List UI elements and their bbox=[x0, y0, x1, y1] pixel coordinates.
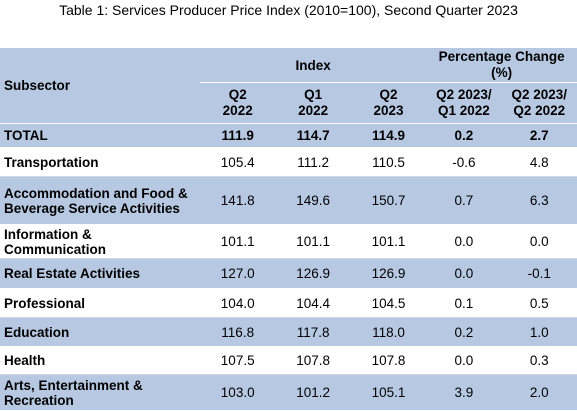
row-label: Professional bbox=[0, 288, 200, 318]
header-percentage-change: Percentage Change (%) bbox=[426, 48, 577, 83]
row-label: Transportation bbox=[0, 147, 200, 177]
table-row: TOTAL 111.9 114.7 114.9 0.2 2.7 bbox=[0, 123, 577, 148]
cell: 0.2 bbox=[426, 317, 502, 347]
cell: 105.4 bbox=[200, 147, 276, 177]
header-col-change-q2: Q2 2023/Q2 2022 bbox=[501, 82, 577, 124]
header-row-2: Q2 2022 Q1 2022 Q2 2023 Q2 2023/Q1 2022 Q2 … bbox=[0, 82, 577, 124]
table-row: Health 107.5 107.8 107.8 0.0 0.3 bbox=[0, 346, 577, 375]
cell: 150.7 bbox=[350, 176, 427, 225]
cell: 101.1 bbox=[275, 224, 351, 259]
cell: 0.0 bbox=[426, 224, 502, 259]
table-row: Education 116.8 117.8 118.0 0.2 1.0 bbox=[0, 317, 577, 347]
table-row: Information & Communication 101.1 101.1 … bbox=[0, 224, 577, 259]
cell: 2.0 bbox=[501, 374, 577, 411]
cell: 107.8 bbox=[350, 346, 427, 375]
cell: 2.7 bbox=[501, 123, 577, 148]
table-caption: Table 1: Services Producer Price Index (… bbox=[59, 2, 518, 18]
header-col-q1-2022: Q1 2022 bbox=[275, 82, 351, 124]
header-col-change-q1: Q2 2023/Q1 2022 bbox=[426, 82, 502, 124]
cell: 104.4 bbox=[275, 288, 351, 318]
cell: 126.9 bbox=[275, 258, 351, 289]
cell: 107.5 bbox=[200, 346, 276, 375]
cell: 111.2 bbox=[275, 147, 351, 177]
row-label: Health bbox=[0, 346, 200, 375]
table-row: Real Estate Activities 127.0 126.9 126.9… bbox=[0, 258, 577, 289]
cell: 0.5 bbox=[501, 288, 577, 318]
header-col-q2-2023: Q2 2023 bbox=[350, 82, 427, 124]
cell: 117.8 bbox=[275, 317, 351, 347]
cell: 101.2 bbox=[275, 374, 351, 411]
table-row: Transportation 105.4 111.2 110.5 -0.6 4.… bbox=[0, 147, 577, 177]
cell: 127.0 bbox=[200, 258, 276, 289]
cell: 118.0 bbox=[350, 317, 427, 347]
cell: 107.8 bbox=[275, 346, 351, 375]
header-index: Index bbox=[200, 48, 427, 83]
cell: -0.1 bbox=[501, 258, 577, 289]
cell: 0.3 bbox=[501, 346, 577, 375]
cell: 1.0 bbox=[501, 317, 577, 347]
cell: -0.6 bbox=[426, 147, 502, 177]
cell: 0.0 bbox=[426, 258, 502, 289]
cell: 0.2 bbox=[426, 123, 502, 148]
row-label: Real Estate Activities bbox=[0, 258, 200, 289]
cell: 103.0 bbox=[200, 374, 276, 411]
sppi-table: Subsector Index Percentage Change (%) Q2… bbox=[0, 48, 577, 411]
cell: 104.0 bbox=[200, 288, 276, 318]
cell: 4.8 bbox=[501, 147, 577, 177]
cell: 111.9 bbox=[200, 123, 276, 148]
row-label: Education bbox=[0, 317, 200, 347]
cell: 101.1 bbox=[200, 224, 276, 259]
row-label: Information & Communication bbox=[0, 224, 200, 259]
cell: 116.8 bbox=[200, 317, 276, 347]
table-row: Accommodation and Food & Beverage Servic… bbox=[0, 176, 577, 225]
row-label: Accommodation and Food & Beverage Servic… bbox=[0, 176, 200, 225]
cell: 141.8 bbox=[200, 176, 276, 225]
cell: 6.3 bbox=[501, 176, 577, 225]
cell: 149.6 bbox=[275, 176, 351, 225]
cell: 101.1 bbox=[350, 224, 427, 259]
header-row-1: Subsector Index Percentage Change (%) bbox=[0, 48, 577, 124]
cell: 105.1 bbox=[350, 374, 427, 411]
cell: 3.9 bbox=[426, 374, 502, 411]
cell: 110.5 bbox=[350, 147, 427, 177]
cell: 0.0 bbox=[426, 346, 502, 375]
cell: 0.0 bbox=[501, 224, 577, 259]
cell: 126.9 bbox=[350, 258, 427, 289]
cell: 104.5 bbox=[350, 288, 427, 318]
cell: 0.1 bbox=[426, 288, 502, 318]
cell: 114.9 bbox=[350, 123, 427, 148]
row-label: Arts, Entertainment & Recreation bbox=[0, 374, 200, 411]
table-row: Professional 104.0 104.4 104.5 0.1 0.5 bbox=[0, 288, 577, 318]
header-subsector: Subsector bbox=[0, 48, 200, 124]
row-label: TOTAL bbox=[0, 123, 200, 148]
table-row: Arts, Entertainment & Recreation 103.0 1… bbox=[0, 374, 577, 411]
header-col-q2-2022: Q2 2022 bbox=[200, 82, 276, 124]
cell: 0.7 bbox=[426, 176, 502, 225]
cell: 114.7 bbox=[275, 123, 351, 148]
